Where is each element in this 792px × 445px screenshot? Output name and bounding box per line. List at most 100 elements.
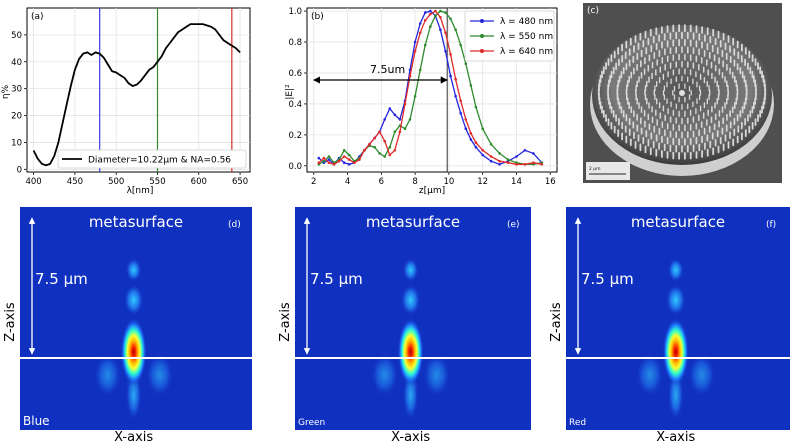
panel-b-y-ticks: 0.0 0.2 0.4 0.6 0.8 1.0 (288, 7, 307, 172)
x-tick-label: 400 (25, 177, 41, 187)
data-point (439, 28, 442, 32)
x-tick-label: 8 (412, 177, 417, 187)
data-point (342, 161, 346, 164)
color-channel-label: Blue (23, 414, 50, 428)
x-tick-label: 600 (191, 177, 207, 187)
panel-a-x-ticks: 400 450 500 550 600 650 (25, 172, 248, 187)
data-point (439, 15, 442, 19)
data-point (398, 118, 402, 121)
x-tick-label: 500 (108, 177, 124, 187)
data-point (373, 145, 376, 149)
data-point (418, 68, 422, 72)
y-tick-label: 10 (11, 138, 22, 148)
panel-label: (d) (228, 220, 241, 230)
focal-distance-label: 7.5 µm (35, 270, 88, 288)
data-point (413, 50, 417, 53)
data-point (327, 155, 331, 158)
panel-a-y-label: η% (1, 84, 11, 99)
metasurface-label: metasurface (366, 213, 460, 231)
data-point (342, 155, 346, 158)
data-point (423, 19, 427, 22)
y-tick-label: 30 (11, 85, 22, 95)
panel-label: (e) (507, 220, 520, 230)
data-point (373, 136, 376, 140)
data-point (353, 161, 356, 164)
data-point (540, 163, 544, 166)
efficiency-curve (32, 23, 241, 167)
panel-a: 400 450 500 550 600 650 0 10 20 30 40 50 (a) λ[nm]… (1, 7, 251, 196)
data-point (498, 163, 501, 166)
legend-label-550: λ = 550 nm (500, 32, 553, 42)
focal-distance-label: 7.5 µm (581, 270, 634, 288)
x-tick-label: 16 (545, 177, 556, 187)
series-line-2 (318, 10, 542, 166)
focal-distance-label: 7.5um (370, 63, 405, 76)
data-point (418, 31, 422, 35)
panel-a-wavelength-lines (99, 8, 233, 172)
data-point (532, 161, 535, 164)
data-point (474, 141, 478, 144)
data-point (474, 105, 478, 109)
legend-label-480: λ = 480 nm (500, 17, 553, 27)
panel-b-x-label: z[μm] (419, 186, 445, 196)
legend-label-efficiency: Diameter=10.22μm & NA=0.56 (88, 156, 231, 166)
field-maps: metasurface (d) 7.5 µm Blue X-axis Z-axis meta… (3, 207, 790, 445)
data-point (423, 43, 427, 47)
data-point (429, 12, 432, 16)
data-point (498, 159, 501, 163)
data-point (383, 155, 387, 158)
field-map-green: metasurface (e) 7.5 µm Green X-axis Z-axis (278, 207, 531, 445)
metasurface-label: metasurface (89, 213, 183, 231)
y-tick-label: 20 (11, 112, 22, 122)
side-lobe (145, 353, 174, 397)
data-point (444, 11, 447, 14)
panel-a-label: (a) (31, 12, 44, 22)
data-point (429, 9, 432, 13)
x-axis-label: X-axis (391, 430, 430, 445)
series-line-0 (318, 10, 543, 166)
panel-a-y-ticks: 0 10 20 30 40 50 (11, 31, 27, 175)
x-tick-label: 550 (149, 177, 165, 187)
y-axis-label: Z-axis (278, 302, 293, 342)
data-point (434, 14, 437, 17)
side-lobe (370, 353, 399, 397)
data-point (342, 149, 346, 152)
data-point (464, 127, 468, 130)
data-point (317, 161, 321, 164)
data-point (317, 156, 321, 160)
data-point (498, 152, 501, 155)
data-point (449, 17, 452, 21)
panel-b-x-ticks: 2 4 6 8 10 12 14 16 (311, 172, 556, 187)
panel-b-y-label: |E|² (285, 84, 295, 100)
y-tick-label: 40 (11, 58, 22, 68)
data-point (327, 158, 331, 161)
data-point (489, 159, 493, 163)
y-tick-label: 0.8 (288, 38, 302, 48)
data-point (489, 155, 493, 158)
data-point (429, 25, 432, 28)
metasurface-label: metasurface (631, 213, 725, 231)
data-point (403, 127, 407, 130)
data-point (464, 118, 468, 121)
data-point (388, 153, 392, 157)
panel-b-label: (b) (311, 12, 324, 22)
panel-b-legend: λ = 480 nm λ = 550 nm λ = 640 nm (464, 10, 555, 62)
data-point (506, 158, 510, 161)
x-tick-label: 14 (511, 177, 522, 187)
data-point (347, 163, 351, 166)
color-channel-label: Green (298, 418, 325, 428)
legend-label-640: λ = 640 nm (500, 47, 553, 57)
metalens-pillars (597, 24, 767, 160)
data-point (515, 155, 518, 158)
x-tick-label: 650 (232, 177, 248, 187)
x-tick-label: 2 (311, 177, 316, 187)
data-point (459, 43, 463, 47)
data-point (322, 156, 326, 160)
x-tick-label: 10 (443, 177, 454, 187)
legend-marker-1 (480, 34, 484, 38)
panel-c-label: (c) (587, 6, 599, 16)
y-tick-label: 0.6 (288, 69, 302, 79)
data-point (474, 145, 478, 149)
focal-hotspot (397, 318, 424, 386)
